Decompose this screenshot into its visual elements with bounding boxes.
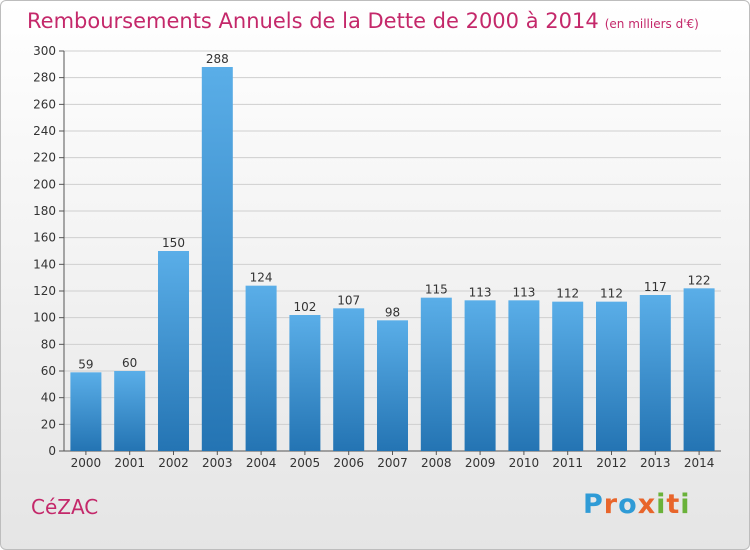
value-label-2014: 122 [688,273,711,287]
value-label-2013: 117 [644,280,667,294]
bar-2013 [639,295,671,451]
x-tick-label-2002: 2002 [158,456,189,470]
bar-2003 [201,67,233,451]
value-label-2008: 115 [425,283,448,297]
title-unit: (en milliers d'€) [604,17,699,31]
value-label-2004: 124 [250,271,273,285]
logo-letter: t [666,489,681,520]
x-tick-label-2008: 2008 [421,456,452,470]
value-label-2001: 60 [122,356,137,370]
y-tick-label: 20 [41,417,56,431]
axis-layer: 0 20 40 60 80 100 120 140 160 180 200 220 240 260 280 3… [33,44,721,470]
bar-2008 [420,297,452,451]
x-tick-label-2006: 2006 [333,456,364,470]
y-tick-label: 160 [33,231,56,245]
bar-2012 [596,301,627,451]
chart-title: Remboursements Annuels de la Dette de 20… [27,9,699,33]
city-name: CéZAC [31,495,99,519]
x-tick-label-2010: 2010 [509,456,540,470]
title-text: Remboursements Annuels de la Dette de 20… [27,9,599,33]
y-tick-label: 220 [33,151,56,165]
bar-2002 [158,251,189,451]
y-tick-label: 60 [41,364,56,378]
bar-layer [70,67,715,451]
x-tick-label-2003: 2003 [202,456,233,470]
y-tick-label: 280 [33,71,56,85]
logo-letter: P [583,489,604,520]
bar-2006 [333,308,365,451]
value-label-2007: 98 [385,305,400,319]
y-tick-label: 40 [41,391,56,405]
x-tick-label-2009: 2009 [465,456,496,470]
bar-2011 [552,301,584,451]
y-tick-label: 180 [33,204,56,218]
logo-letter: i [680,489,691,520]
x-tick-label-2007: 2007 [377,456,408,470]
y-tick-label: 100 [33,311,56,325]
logo-letter: o [618,489,638,520]
bar-2004 [245,285,277,451]
y-tick-label: 240 [33,124,56,138]
bar-2009 [464,300,496,451]
x-tick-label-2001: 2001 [114,456,145,470]
logo-letter: i [656,489,667,520]
value-label-2010: 113 [512,285,535,299]
logo-letter: r [603,489,619,520]
x-tick-label-2014: 2014 [684,456,715,470]
value-label-2012: 112 [600,287,623,301]
y-tick-label: 140 [33,257,56,271]
bar-2001 [114,371,146,451]
x-tick-label-2012: 2012 [596,456,627,470]
y-tick-label: 300 [33,44,56,58]
proxiti-logo[interactable]: Proxiti [583,489,691,520]
x-tick-label-2004: 2004 [246,456,277,470]
value-label-2006: 107 [337,293,360,307]
y-tick-label: 0 [48,444,56,458]
value-label-2003: 288 [206,52,229,66]
value-label-2002: 150 [162,236,185,250]
x-tick-label-2000: 2000 [71,456,102,470]
bar-2007 [377,320,408,451]
y-tick-label: 120 [33,284,56,298]
logo-letter: x [637,489,657,520]
x-tick-label-2011: 2011 [552,456,583,470]
bar-2014 [683,288,715,451]
bar-2000 [70,372,102,451]
x-tick-label-2013: 2013 [640,456,671,470]
label-layer: 59 60 150 288 124 102 107 98 115 113 113 112 112 117 1… [78,52,710,371]
value-label-2011: 112 [556,287,579,301]
y-tick-label: 260 [33,97,56,111]
bar-2005 [289,315,321,451]
value-label-2005: 102 [293,300,316,314]
bar-2010 [508,300,540,451]
y-tick-label: 200 [33,177,56,191]
value-label-2009: 113 [469,285,492,299]
y-tick-label: 80 [41,337,56,351]
value-label-2000: 59 [78,357,93,371]
x-tick-label-2005: 2005 [290,456,321,470]
